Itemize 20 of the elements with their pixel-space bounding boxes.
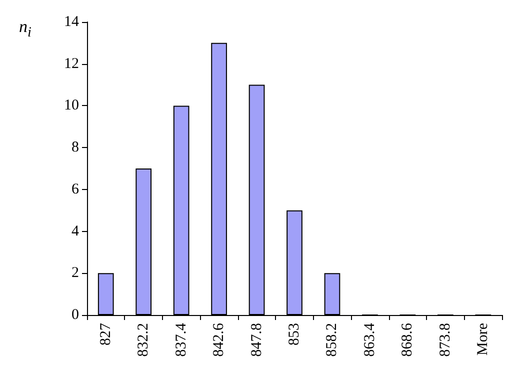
x-tick-label: 842.6 — [211, 322, 228, 357]
y-tick-label: 14 — [64, 14, 80, 30]
x-tick-label: 863.4 — [362, 322, 378, 357]
y-tick-label: 6 — [72, 181, 80, 198]
y-tick-label: 12 — [64, 56, 79, 72]
x-tick-label: 837.4 — [173, 322, 190, 357]
y-tick-label: 10 — [64, 98, 79, 114]
x-tick-label: More — [475, 322, 492, 356]
x-tick-label: 853 — [286, 323, 302, 346]
x-tick-label: 858.2 — [324, 323, 340, 357]
x-tick-label: 847.8 — [248, 323, 265, 357]
y-tick-label: 0 — [72, 307, 79, 323]
x-tick-label: 868.6 — [400, 322, 416, 357]
x-tick-label: 827 — [98, 322, 114, 346]
y-tick-label: 8 — [72, 140, 79, 156]
y-tick-label: 2 — [72, 265, 79, 282]
y-tick-label: 4 — [72, 223, 80, 240]
y-axis-title: n$_{i}$ — [19, 17, 32, 42]
x-tick-label: 832.2 — [136, 323, 152, 357]
x-tick-label: 873.8 — [437, 323, 454, 357]
